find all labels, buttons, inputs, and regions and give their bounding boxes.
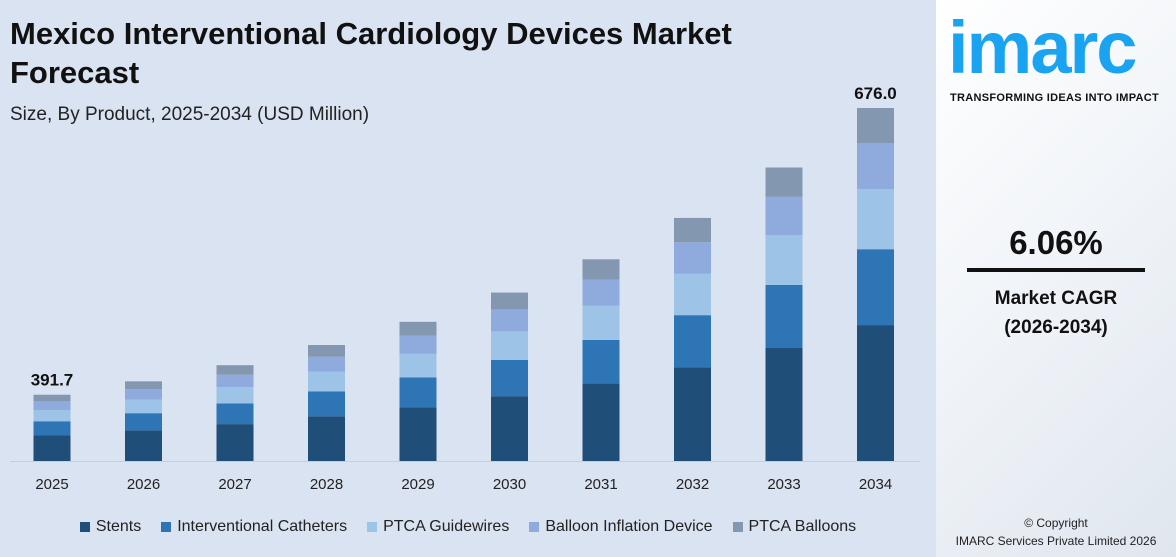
legend-item: Balloon Inflation Device <box>529 518 713 536</box>
bar-segment-ptca-balloons <box>308 345 345 357</box>
bar-segment-stents <box>674 367 711 461</box>
bar-segment-ptca-guidewires <box>216 387 254 404</box>
x-tick-label: 2034 <box>859 476 892 493</box>
bar-segment-stents <box>33 435 71 461</box>
bar-segment-stents <box>399 407 437 461</box>
bar-segment-stents <box>765 348 803 461</box>
legend-swatch <box>732 522 743 532</box>
bar-segment-stents <box>582 383 620 461</box>
bar-segment-balloon-inflation-device <box>33 401 71 410</box>
legend: Stents Interventional Catheters PTCA Guide… <box>0 518 936 536</box>
legend-label: PTCA Guidewires <box>383 518 510 535</box>
bar-segment-balloon-inflation-device <box>674 242 711 274</box>
bar-segment-ptca-balloons <box>857 108 894 144</box>
bar-segment-ptca-guidewires <box>399 353 437 378</box>
bar-segment-ptca-guidewires <box>674 273 711 316</box>
bar-segment-ptca-guidewires <box>125 399 162 414</box>
bar-segment-ptca-balloons <box>216 365 254 375</box>
x-tick-label: 2029 <box>401 476 434 493</box>
bar-segment-interventional-catheters <box>857 249 894 326</box>
bar-segment-balloon-inflation-device <box>216 374 254 388</box>
chart-title: Mexico Interventional Cardiology Devices… <box>10 16 732 90</box>
chart-subtitle: Size, By Product, 2025-2034 (USD Million… <box>10 104 370 125</box>
bar-segment-ptca-balloons <box>582 259 620 280</box>
imarc-logo: imarc <box>948 6 1137 89</box>
bar-segment-interventional-catheters <box>765 284 803 349</box>
bar-segment-ptca-guidewires <box>765 235 803 285</box>
bar-segment-ptca-guidewires <box>582 305 620 340</box>
bar-segment-stents <box>857 325 894 461</box>
bar-segment-interventional-catheters <box>125 413 162 431</box>
bar-segment-balloon-inflation-device <box>399 335 437 354</box>
bar-segment-ptca-balloons <box>399 321 437 336</box>
total-label: 391.7 <box>31 371 74 390</box>
legend-swatch <box>529 522 540 532</box>
bar-segment-ptca-guidewires <box>857 189 894 250</box>
legend-label: Stents <box>95 518 142 535</box>
bar-segment-balloon-inflation-device <box>491 309 528 332</box>
info-panel: imarc TRANSFORMING IDEAS INTO IMPACT 6.0… <box>936 0 1176 557</box>
bar-segment-stents <box>125 430 162 461</box>
bar-segment-ptca-guidewires <box>33 409 71 422</box>
bar-segment-balloon-inflation-device <box>857 143 894 190</box>
bar-segment-ptca-guidewires <box>308 371 345 392</box>
legend-item: PTCA Balloons <box>732 518 857 536</box>
bar-segment-balloon-inflation-device <box>765 196 803 236</box>
legend-swatch <box>79 522 90 532</box>
copyright-owner: IMARC Services Private Limited 2026 <box>955 534 1157 548</box>
bar-segment-stents <box>308 416 345 461</box>
bar-segment-ptca-balloons <box>125 381 162 390</box>
bar-segment-ptca-guidewires <box>491 331 528 360</box>
legend-item: PTCA Guidewires <box>367 518 509 536</box>
cagr-label-text: Market CAGR <box>994 288 1118 309</box>
bar-segment-ptca-balloons <box>765 167 803 197</box>
legend-swatch <box>161 522 172 532</box>
x-tick-label: 2027 <box>218 476 251 493</box>
bar-segment-interventional-catheters <box>308 391 345 417</box>
x-tick-label: 2026 <box>127 476 160 493</box>
bar-segment-interventional-catheters <box>216 403 254 425</box>
x-tick-label: 2031 <box>584 476 617 493</box>
copyright: © Copyright IMARC Services Private Limit… <box>936 514 1176 550</box>
bar-segment-balloon-inflation-device <box>125 389 162 400</box>
cagr-label: Market CAGR (2026-2034) <box>936 284 1176 342</box>
cagr-period: (2026-2034) <box>1004 317 1108 338</box>
stacked-bar-chart: 2025 391.7 2026 2027 2028 2029 2030 2031 2032 203… <box>10 84 920 493</box>
x-tick-label: 2033 <box>767 476 800 493</box>
legend-label: Balloon Inflation Device <box>545 518 713 535</box>
bar-segment-ptca-balloons <box>674 217 711 243</box>
bar-segment-ptca-balloons <box>491 292 528 310</box>
legend-label: Interventional Catheters <box>177 518 348 535</box>
x-tick-label: 2028 <box>310 476 343 493</box>
logo-tagline: TRANSFORMING IDEAS INTO IMPACT <box>950 92 1160 104</box>
bar-segment-interventional-catheters <box>491 359 528 397</box>
legend-swatch <box>367 522 378 532</box>
bar-segment-balloon-inflation-device <box>308 356 345 372</box>
legend-item: Interventional Catheters <box>161 518 347 536</box>
chart-area: Mexico Interventional Cardiology Devices… <box>0 16 936 536</box>
bar-segment-interventional-catheters <box>674 315 711 368</box>
bar-segment-stents <box>216 424 254 461</box>
bar-segment-ptca-balloons <box>33 394 71 402</box>
x-tick-label: 2025 <box>35 476 68 493</box>
divider <box>967 268 1145 272</box>
legend-label: PTCA Balloons <box>748 518 857 535</box>
x-tick-label: 2030 <box>493 476 526 493</box>
cagr-value: 6.06% <box>1009 224 1103 261</box>
legend-item: Stents <box>79 518 142 536</box>
copyright-text: © Copyright <box>1024 516 1088 530</box>
bar-segment-interventional-catheters <box>582 339 620 384</box>
bar-segment-interventional-catheters <box>33 421 71 436</box>
bar-segment-interventional-catheters <box>399 377 437 408</box>
bar-segment-stents <box>491 396 528 461</box>
bar-segment-balloon-inflation-device <box>582 279 620 306</box>
x-tick-label: 2032 <box>676 476 709 493</box>
total-label: 676.0 <box>854 84 897 103</box>
